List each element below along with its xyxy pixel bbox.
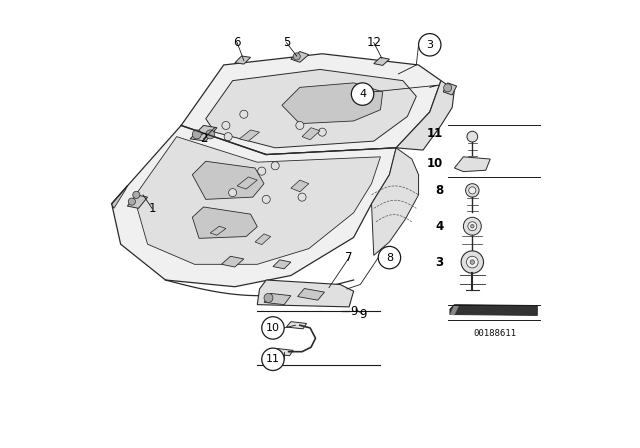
Polygon shape [291, 180, 309, 192]
Polygon shape [302, 128, 320, 140]
Polygon shape [298, 289, 324, 300]
Polygon shape [450, 305, 538, 315]
Circle shape [132, 191, 140, 198]
Circle shape [470, 260, 475, 264]
Polygon shape [181, 54, 441, 155]
Polygon shape [287, 322, 307, 329]
Polygon shape [264, 293, 291, 305]
Polygon shape [396, 81, 454, 150]
Circle shape [351, 83, 374, 105]
Circle shape [466, 184, 479, 197]
Polygon shape [291, 52, 309, 62]
Polygon shape [235, 56, 251, 64]
Polygon shape [210, 226, 226, 235]
Polygon shape [112, 125, 396, 287]
Circle shape [468, 187, 476, 194]
Circle shape [470, 224, 474, 228]
Polygon shape [257, 280, 353, 307]
Text: 11: 11 [427, 126, 443, 140]
Circle shape [128, 198, 136, 205]
Circle shape [193, 130, 201, 139]
Circle shape [240, 110, 248, 118]
Polygon shape [273, 349, 293, 356]
Polygon shape [282, 83, 383, 124]
Text: 1: 1 [148, 202, 156, 215]
Circle shape [468, 222, 477, 231]
Polygon shape [192, 207, 257, 238]
Polygon shape [221, 256, 244, 267]
Circle shape [293, 53, 300, 60]
Text: 11: 11 [266, 354, 280, 364]
Text: 8: 8 [435, 184, 443, 197]
Polygon shape [237, 177, 257, 189]
Circle shape [224, 133, 232, 141]
Text: 2: 2 [200, 132, 207, 146]
Polygon shape [454, 157, 490, 172]
Text: 3: 3 [426, 40, 433, 50]
Polygon shape [192, 161, 264, 199]
Text: 8: 8 [386, 253, 393, 263]
Circle shape [262, 195, 270, 203]
Circle shape [419, 34, 441, 56]
Circle shape [296, 121, 304, 129]
Circle shape [264, 293, 273, 302]
Circle shape [262, 317, 284, 339]
Polygon shape [273, 260, 291, 269]
Text: 10: 10 [427, 157, 443, 170]
Text: 12: 12 [366, 36, 381, 49]
Circle shape [258, 167, 266, 175]
Polygon shape [239, 130, 260, 141]
Text: 10: 10 [266, 323, 280, 333]
Polygon shape [371, 148, 419, 255]
Circle shape [378, 246, 401, 269]
Polygon shape [443, 83, 457, 95]
Circle shape [271, 162, 279, 170]
Circle shape [318, 128, 326, 136]
Circle shape [461, 251, 484, 273]
Polygon shape [450, 305, 459, 315]
Text: 4: 4 [435, 220, 443, 233]
Circle shape [222, 121, 230, 129]
Text: 3: 3 [435, 255, 443, 269]
Circle shape [298, 193, 306, 201]
Text: 9: 9 [351, 305, 358, 318]
Text: 6: 6 [234, 36, 241, 49]
Text: 00188611: 00188611 [473, 329, 516, 338]
Text: 5: 5 [283, 36, 290, 49]
Polygon shape [134, 137, 380, 264]
Text: 9: 9 [359, 308, 366, 321]
Polygon shape [206, 69, 417, 148]
Text: 7: 7 [346, 251, 353, 264]
Circle shape [262, 348, 284, 370]
Polygon shape [112, 186, 127, 208]
Circle shape [228, 189, 237, 197]
Polygon shape [255, 234, 271, 245]
Polygon shape [374, 57, 389, 65]
Polygon shape [127, 195, 148, 208]
Circle shape [467, 256, 478, 268]
Polygon shape [190, 125, 217, 141]
Circle shape [467, 131, 477, 142]
Circle shape [463, 217, 481, 235]
Circle shape [444, 84, 452, 92]
Text: 4: 4 [359, 89, 366, 99]
Circle shape [206, 130, 215, 139]
